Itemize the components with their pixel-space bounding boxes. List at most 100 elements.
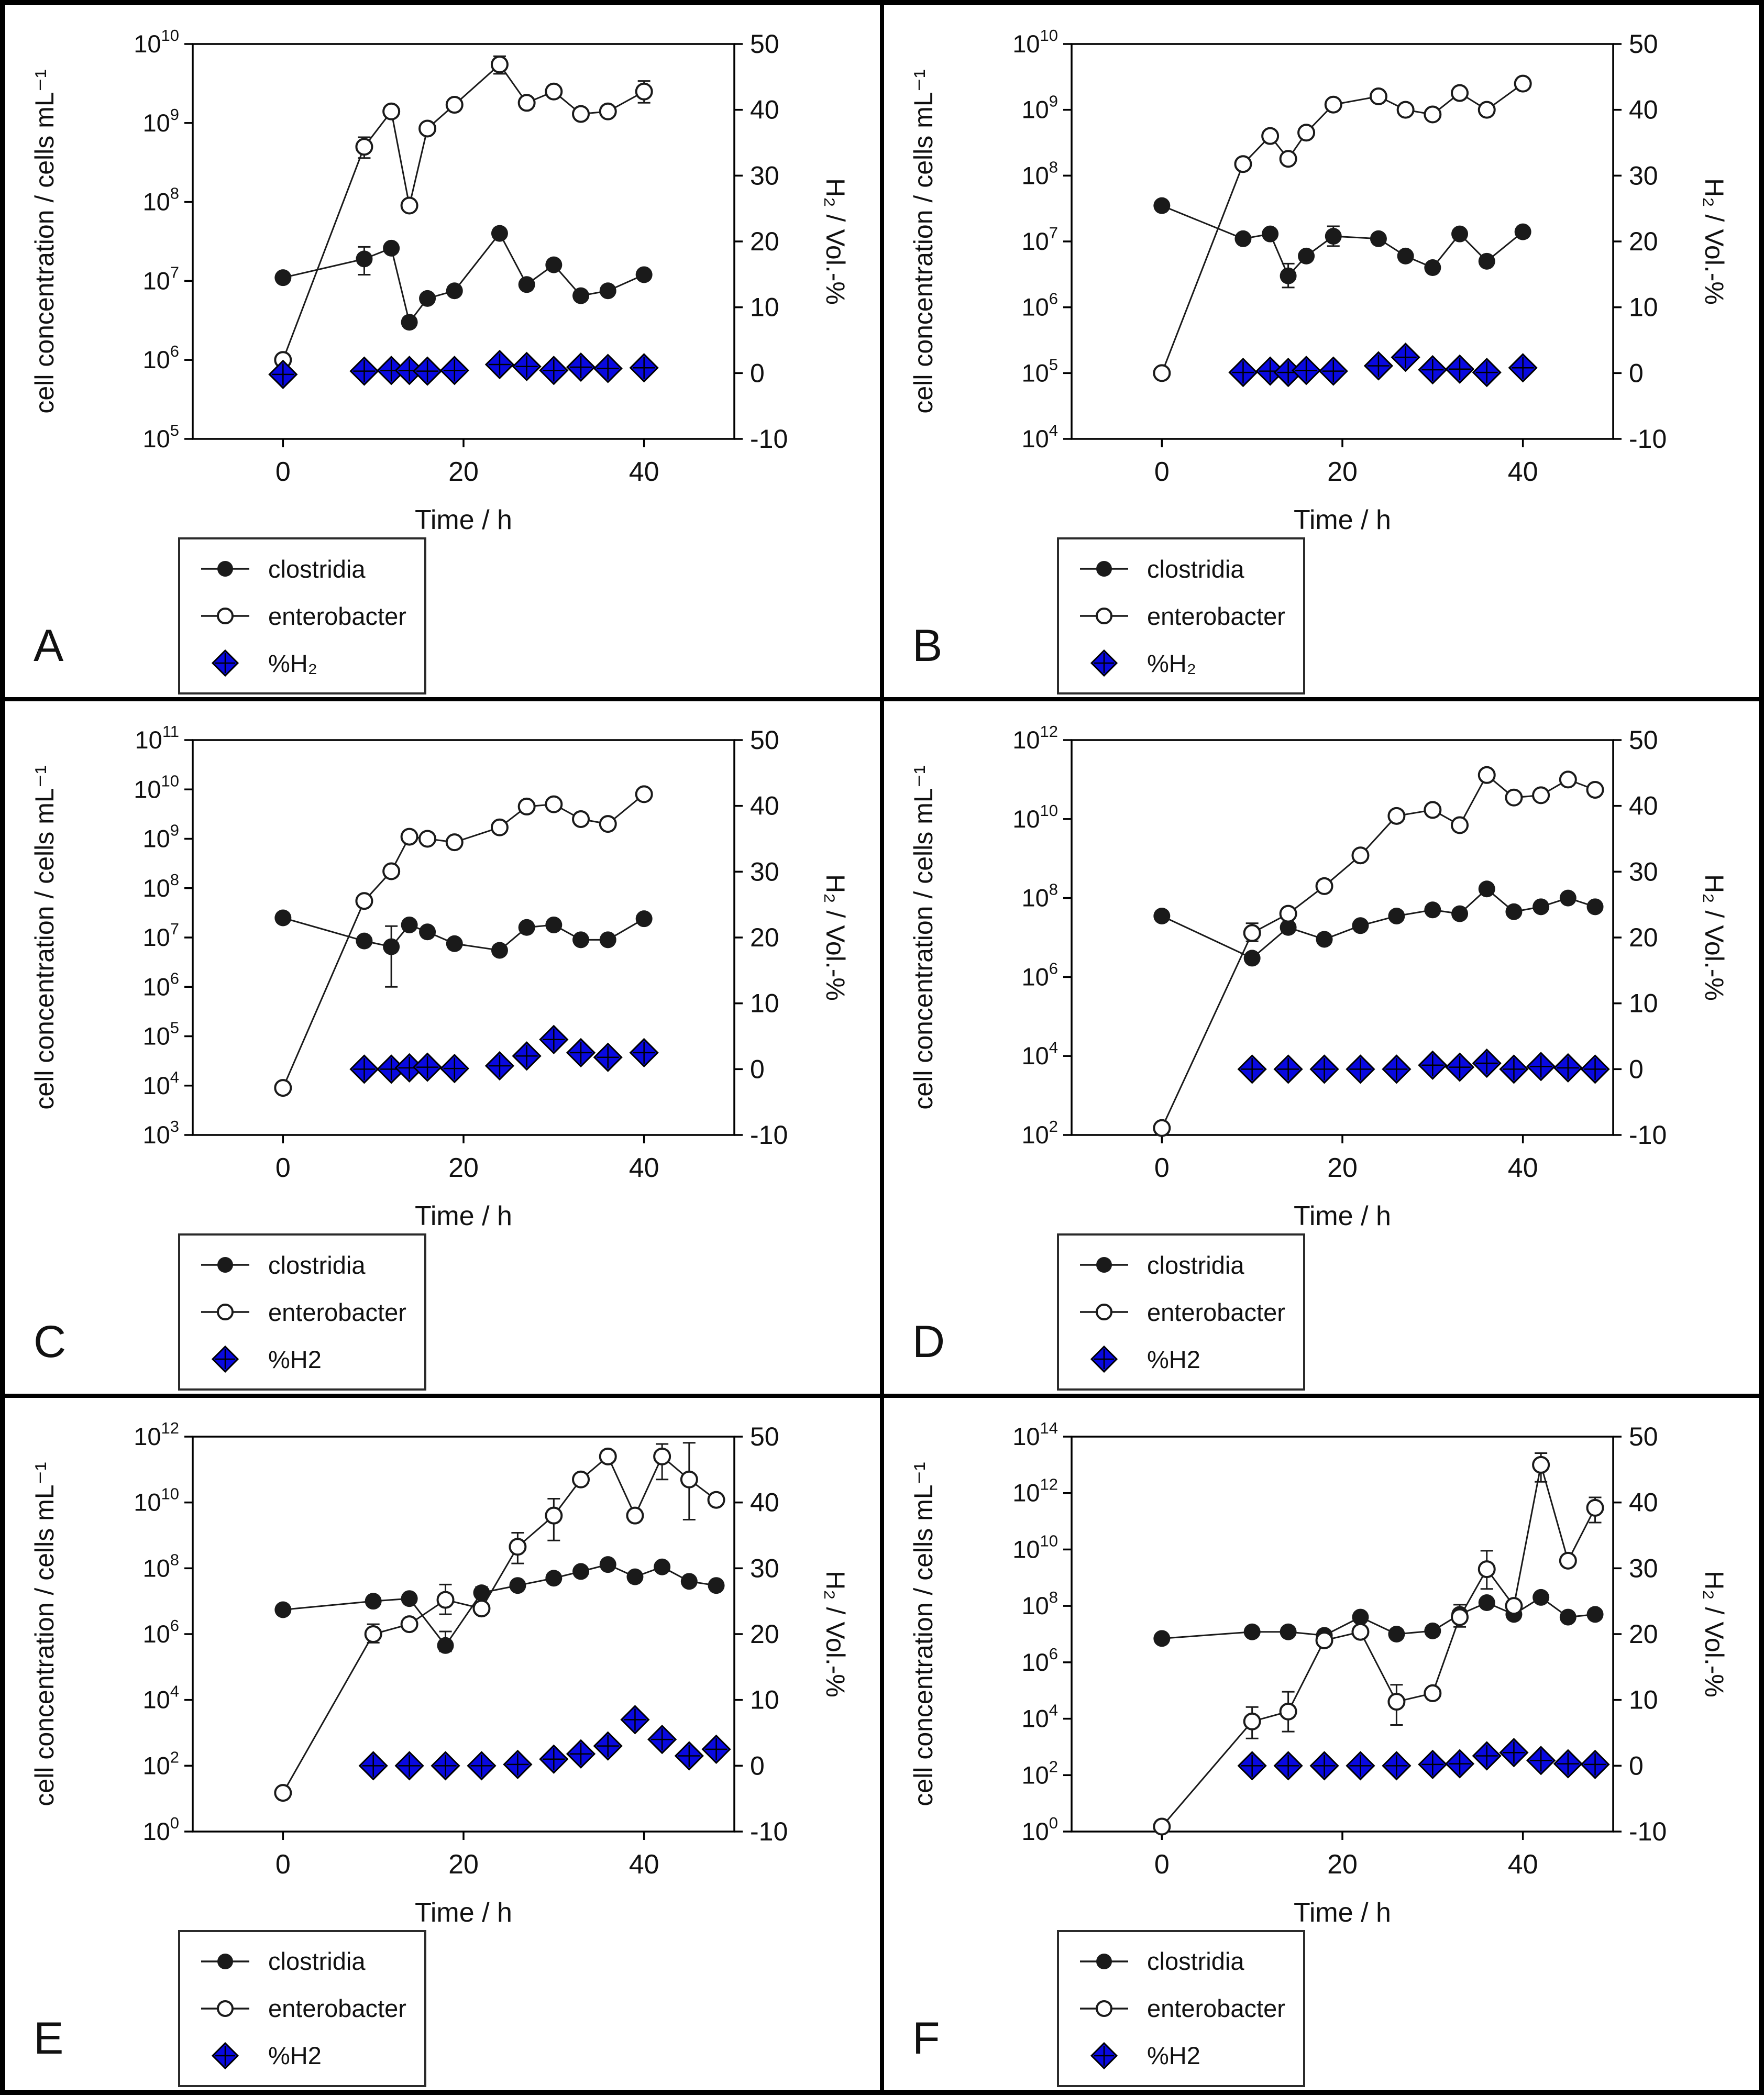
- svg-text:H₂ / Vol.-%: H₂ / Vol.-%: [1700, 874, 1729, 1001]
- panel-f: 100 102 104 106 108 1010 1012 1014 -10 0 10 20 30 40 5…: [884, 1397, 1759, 2090]
- svg-text:20: 20: [750, 227, 779, 256]
- legend-item: clostridia: [1077, 1250, 1285, 1280]
- chart-d: 102 104 106 108 1010 1012 -10 0 10 20 30 40 50 0 20 40 T…: [909, 722, 1729, 1229]
- svg-text:107: 107: [142, 263, 179, 294]
- legend-e: clostridia enterobacter %H2: [178, 1929, 426, 2087]
- svg-text:10: 10: [750, 293, 779, 322]
- legend-item: clostridia: [198, 1947, 406, 1976]
- svg-text:108: 108: [1021, 158, 1058, 189]
- legend-c: clostridia enterobacter %H2: [178, 1233, 426, 1391]
- svg-text:104: 104: [142, 1682, 179, 1713]
- svg-text:1010: 1010: [1012, 801, 1058, 833]
- svg-text:1012: 1012: [1012, 722, 1058, 754]
- panel-a: 105 106 107 108 109 1010 -10 0 10 20 30 40 50 0 20 40 Ti…: [5, 5, 880, 698]
- svg-text:107: 107: [142, 920, 179, 951]
- svg-text:104: 104: [1021, 1039, 1058, 1070]
- svg-text:30: 30: [1629, 1553, 1658, 1583]
- svg-text:10: 10: [1629, 989, 1658, 1018]
- svg-text:104: 104: [1021, 1701, 1058, 1732]
- legend-label-clostridia: clostridia: [1147, 555, 1244, 583]
- svg-text:50: 50: [750, 725, 779, 755]
- svg-text:-10: -10: [750, 1817, 788, 1846]
- svg-text:1012: 1012: [1012, 1475, 1058, 1506]
- legend-item: %H2: [198, 1344, 406, 1374]
- svg-text:106: 106: [142, 969, 179, 1001]
- svg-text:109: 109: [1021, 92, 1058, 124]
- svg-text:0: 0: [750, 358, 765, 388]
- h2-diamond-icon: [211, 2042, 239, 2069]
- svg-text:106: 106: [142, 1616, 179, 1648]
- h2-diamond-icon: [211, 1346, 239, 1373]
- legend-label-h2: %H2: [1147, 2042, 1200, 2070]
- legend-item: enterobacter: [198, 1994, 406, 2023]
- legend-label-h2: %H2: [1147, 1345, 1200, 1373]
- svg-text:20: 20: [1629, 923, 1658, 952]
- clostridia-marker-icon: [1080, 1953, 1128, 1969]
- svg-text:-10: -10: [1629, 1120, 1667, 1150]
- svg-text:0: 0: [1629, 1055, 1644, 1084]
- svg-text:109: 109: [142, 105, 179, 137]
- legend-item: %H₂: [1077, 648, 1285, 678]
- legend-label-enterobacter: enterobacter: [268, 1298, 406, 1326]
- svg-text:40: 40: [750, 95, 779, 125]
- svg-text:-10: -10: [750, 1120, 788, 1150]
- legend-item: enterobacter: [1077, 1994, 1285, 2023]
- svg-text:cell concentration / cells mL⁻: cell concentration / cells mL⁻¹: [30, 766, 59, 1110]
- legend-label-enterobacter: enterobacter: [1147, 1298, 1285, 1326]
- svg-text:30: 30: [1629, 161, 1658, 190]
- svg-text:40: 40: [1629, 95, 1658, 125]
- svg-text:102: 102: [142, 1748, 179, 1779]
- legend-label-clostridia: clostridia: [268, 1251, 366, 1279]
- panel-c: 103 104 105 106 107 108 109 1010 1011 -10 0 10 20 30 4…: [5, 701, 880, 1394]
- legend-b: clostridia enterobacter %H₂: [1057, 537, 1305, 694]
- svg-text:30: 30: [750, 161, 779, 190]
- panel-letter-b: B: [912, 621, 943, 671]
- panel-d: 102 104 106 108 1010 1012 -10 0 10 20 30 40 50 0 20 40 T…: [884, 701, 1759, 1394]
- svg-text:50: 50: [750, 29, 779, 59]
- svg-text:20: 20: [1327, 457, 1358, 487]
- svg-text:Time / h: Time / h: [1294, 505, 1391, 533]
- legend-item: enterobacter: [198, 1297, 406, 1327]
- svg-text:Time / h: Time / h: [415, 1898, 512, 1926]
- svg-text:1012: 1012: [134, 1419, 179, 1450]
- legend-item: enterobacter: [1077, 601, 1285, 631]
- svg-text:104: 104: [1021, 421, 1058, 453]
- svg-text:109: 109: [142, 821, 179, 853]
- legend-item: enterobacter: [198, 601, 406, 631]
- svg-text:1010: 1010: [134, 26, 179, 58]
- svg-text:-10: -10: [1629, 1817, 1667, 1846]
- chart-b: 104 105 106 107 108 109 1010 -10 0 10 20 30 40 50 0 20 4…: [909, 26, 1729, 533]
- svg-text:40: 40: [1508, 457, 1538, 487]
- legend-item: %H2: [1077, 2041, 1285, 2070]
- svg-text:108: 108: [142, 870, 179, 902]
- legend-item: clostridia: [1077, 1947, 1285, 1976]
- svg-text:cell concentration / cells mL⁻: cell concentration / cells mL⁻¹: [30, 69, 59, 413]
- svg-text:1010: 1010: [134, 772, 179, 803]
- panel-letter-e: E: [34, 2013, 64, 2064]
- svg-text:40: 40: [1508, 1153, 1538, 1183]
- svg-text:40: 40: [629, 457, 659, 487]
- legend-label-enterobacter: enterobacter: [1147, 602, 1285, 630]
- svg-text:40: 40: [750, 791, 779, 821]
- svg-text:cell concentration / cells mL⁻: cell concentration / cells mL⁻¹: [909, 69, 938, 413]
- svg-text:0: 0: [750, 1751, 765, 1780]
- svg-text:Time / h: Time / h: [1294, 1201, 1391, 1229]
- svg-text:40: 40: [1629, 791, 1658, 821]
- enterobacter-marker-icon: [1080, 2000, 1128, 2017]
- svg-text:0: 0: [275, 1153, 291, 1183]
- svg-text:1010: 1010: [134, 1484, 179, 1516]
- svg-text:40: 40: [629, 1849, 659, 1880]
- svg-text:105: 105: [1021, 355, 1058, 387]
- svg-text:H₂ / Vol.-%: H₂ / Vol.-%: [821, 874, 850, 1001]
- svg-text:50: 50: [750, 1422, 779, 1451]
- legend-a: clostridia enterobacter %H₂: [178, 537, 426, 694]
- chart-a: 105 106 107 108 109 1010 -10 0 10 20 30 40 50 0 20 40 Ti…: [30, 26, 850, 533]
- svg-text:50: 50: [1629, 725, 1658, 755]
- svg-text:-10: -10: [1629, 424, 1667, 454]
- svg-text:0: 0: [1629, 1751, 1644, 1780]
- svg-text:108: 108: [1021, 880, 1058, 912]
- legend-f: clostridia enterobacter %H2: [1057, 1929, 1305, 2087]
- svg-text:105: 105: [142, 421, 179, 453]
- svg-text:50: 50: [1629, 1422, 1658, 1451]
